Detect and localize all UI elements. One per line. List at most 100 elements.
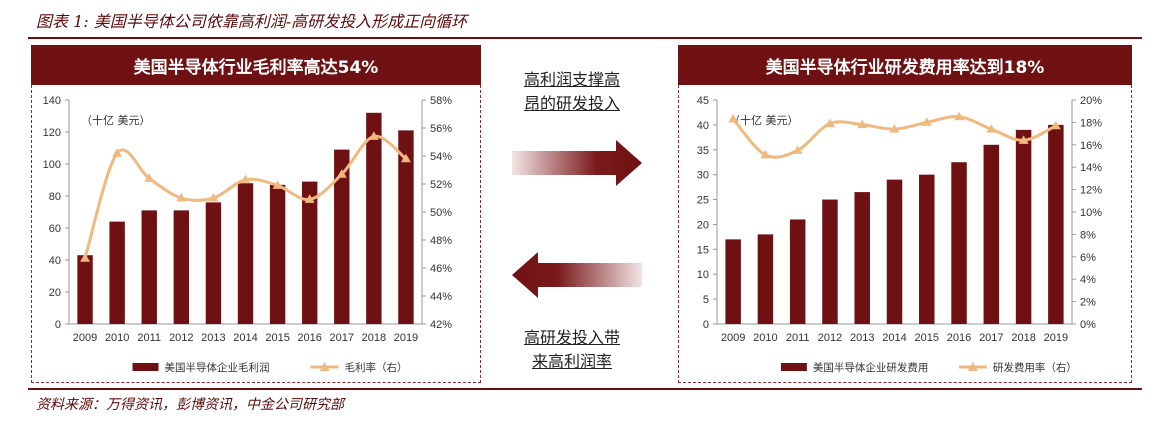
left-chart-line-marker	[336, 169, 347, 178]
right-chart-line-marker	[1050, 120, 1061, 130]
middle-top-caption: 高利润支撑高 昂的研发投入	[492, 68, 652, 116]
left-chart-bar	[237, 183, 254, 324]
right-chart-y-tick-label-right: 20%	[1080, 95, 1102, 107]
right-chart-y-tick-label-right: 2%	[1080, 297, 1096, 309]
right-chart-y-tick-label-right: 6%	[1080, 252, 1096, 264]
left-chart-legend-bar-label: 美国半导体企业毛利润	[165, 361, 270, 374]
right-chart-x-tick-label: 2017	[979, 332, 1003, 344]
middle-top-line2: 昂的研发投入	[523, 94, 620, 113]
top-rule	[28, 37, 1142, 39]
left-chart-bar	[301, 181, 318, 324]
middle-bottom-line1: 高研发投入带	[523, 328, 620, 347]
left-chart-line-marker	[176, 193, 187, 202]
left-chart-bar	[141, 210, 157, 324]
right-chart-bar	[725, 239, 741, 324]
left-chart-bar	[269, 184, 286, 324]
left-chart-x-tick-label: 2011	[137, 332, 161, 344]
source-note: 资料来源：万得资讯，彭博资讯，中金公司研究部	[36, 397, 344, 413]
middle-bottom-line2: 来高利润率	[531, 352, 612, 371]
left-chart-y-tick-label-left: 100	[43, 159, 61, 171]
right-chart-y-tick-label-left: 40	[697, 120, 709, 132]
left-chart-line-marker	[272, 180, 283, 189]
left-chart-y-tick-label-right: 56%	[430, 123, 452, 135]
left-chart-y-tick-label-left: 60	[49, 223, 61, 235]
left-chart-y-tick-label-right: 58%	[430, 95, 452, 107]
left-chart-y-tick-label-right: 42%	[430, 319, 452, 331]
left-chart-banner: 美国半导体行业毛利率高达54%	[31, 45, 481, 85]
left-chart-y-tick-label-left: 140	[43, 95, 61, 107]
right-chart-y-tick-label-right: 8%	[1080, 229, 1096, 241]
left-chart-x-tick-label: 2009	[73, 332, 97, 344]
right-chart-line-marker	[728, 114, 739, 123]
right-chart-bar	[951, 162, 967, 324]
right-chart-x-tick-label: 2015	[915, 332, 939, 344]
middle-top-line1: 高利润支撑高	[523, 70, 620, 89]
right-chart-y-tick-label-right: 14%	[1080, 162, 1102, 174]
right-chart-y-tick-label-right: 4%	[1080, 274, 1096, 286]
right-chart-line-marker	[857, 119, 868, 129]
right-chart-bar	[886, 179, 903, 324]
left-chart-legend-bar-swatch	[132, 363, 159, 371]
left-chart-y-tick-label-right: 46%	[430, 263, 452, 275]
right-chart-line-marker	[954, 111, 965, 121]
left-chart-x-tick-label: 2013	[201, 332, 225, 344]
right-chart-y-tick-label-left: 0	[703, 319, 709, 331]
left-chart-legend-line-label: 毛利率（右）	[345, 361, 408, 374]
left-chart-bar	[366, 112, 382, 324]
left-chart-y-tick-label-right: 52%	[430, 179, 452, 191]
left-chart-bar	[334, 149, 350, 324]
left-chart-bar	[398, 130, 414, 324]
right-chart-bar	[822, 199, 838, 324]
right-chart-y-tick-label-left: 30	[697, 170, 709, 182]
right-chart-line-marker	[1018, 135, 1029, 144]
left-chart-line-marker	[240, 174, 251, 184]
right-chart-y-tick-label-right: 18%	[1080, 117, 1102, 129]
right-chart-bar	[1048, 124, 1064, 324]
left-chart-legend-line-marker	[319, 362, 330, 371]
left-chart-line-marker	[368, 131, 379, 140]
left-chart-bar	[173, 210, 190, 324]
right-chart-line-marker	[986, 124, 997, 133]
left-chart-x-tick-label: 2010	[105, 332, 129, 344]
right-chart: 0 5 10 15 20 25 30 35 40 45 0% 2% 4% 6% 8% 10% 12% 14% 16%…	[697, 95, 1102, 374]
left-chart-panel: 美国半导体行业毛利率高达54% 0 20 40 60 80 100 120 140 42% 44%…	[31, 45, 481, 383]
bottom-rule	[28, 388, 1142, 390]
right-chart-x-tick-label: 2014	[882, 332, 906, 344]
left-chart-y-tick-label-left: 20	[49, 287, 61, 299]
right-chart-legend-bar-swatch	[780, 363, 807, 371]
left-chart-bar	[205, 202, 222, 324]
right-chart-panel: 美国半导体行业研发费用率达到18% 0 5 10 15 20 25 30 35 40 45 0% 2%…	[678, 45, 1132, 383]
left-chart-x-tick-label: 2015	[265, 332, 289, 344]
right-chart-bar	[983, 144, 1000, 324]
right-chart-bar	[789, 219, 806, 324]
right-chart-x-tick-label: 2019	[1044, 332, 1068, 344]
right-chart-legend-line-label: 研发费用率（右）	[993, 361, 1077, 374]
right-chart-line-marker	[889, 124, 900, 133]
right-chart-x-tick-label: 2018	[1011, 332, 1035, 344]
right-chart-bar	[757, 234, 774, 324]
right-chart-y-tick-label-right: 16%	[1080, 140, 1102, 152]
left-chart-line-marker	[80, 253, 91, 262]
arrow-left-icon	[512, 252, 642, 298]
left-chart-y-tick-label-left: 40	[49, 255, 61, 267]
right-chart-x-tick-label: 2016	[947, 332, 971, 344]
right-chart-y-tick-label-left: 35	[697, 145, 709, 157]
left-chart-x-tick-label: 2012	[169, 332, 193, 344]
right-chart-y-tick-label-left: 10	[697, 269, 709, 281]
right-chart-unit-note: （十亿 美元）	[729, 113, 799, 127]
right-chart-bar	[1015, 129, 1032, 324]
right-chart-x-tick-label: 2012	[818, 332, 842, 344]
right-chart-banner: 美国半导体行业研发费用率达到18%	[678, 45, 1132, 85]
right-chart-y-tick-label-left: 5	[703, 294, 709, 306]
left-chart-y-tick-label-right: 50%	[430, 207, 452, 219]
left-chart-y-tick-label-left: 0	[55, 319, 61, 331]
left-chart-x-tick-label: 2016	[297, 332, 321, 344]
right-chart-x-tick-label: 2010	[753, 332, 777, 344]
right-chart-y-tick-label-right: 0%	[1080, 319, 1096, 331]
right-chart-y-tick-label-right: 12%	[1080, 185, 1102, 197]
left-chart-line-marker	[400, 153, 411, 163]
left-chart-line-marker	[304, 194, 315, 203]
left-chart: 0 20 40 60 80 100 120 140 42% 44% 46% 48% 50% 52% 54% 5…	[43, 95, 453, 374]
left-chart-y-tick-label-right: 48%	[430, 235, 452, 247]
right-chart-x-tick-label: 2013	[850, 332, 874, 344]
